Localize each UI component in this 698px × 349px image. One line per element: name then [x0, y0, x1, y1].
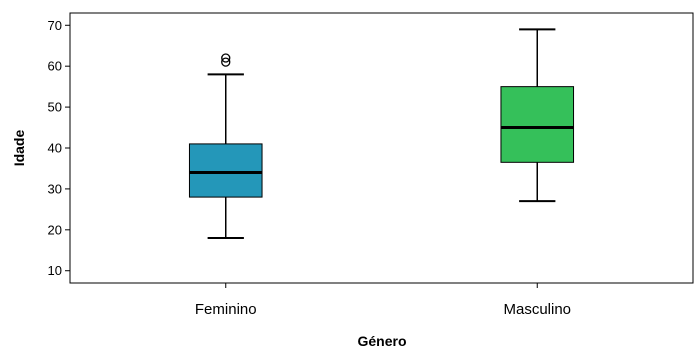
- y-axis: 10 20 30 40 50 60 70: [48, 18, 70, 278]
- box-series: [188, 28, 575, 239]
- iqr-box: [188, 143, 263, 198]
- x-axis: Feminino Masculino: [195, 283, 571, 318]
- y-tick-label: 70: [48, 18, 62, 33]
- y-tick-label: 10: [48, 263, 62, 278]
- x-axis-title: Género: [357, 333, 406, 349]
- outlier-point: [221, 53, 231, 63]
- y-tick-label: 30: [48, 181, 62, 196]
- y-tick-label: 50: [48, 100, 62, 115]
- y-tick-label: 40: [48, 141, 62, 156]
- y-tick-label: 20: [48, 222, 62, 237]
- iqr-box: [500, 86, 575, 163]
- box-feminino: [188, 53, 263, 239]
- x-tick-label: Feminino: [195, 301, 257, 318]
- y-axis-title: Idade: [11, 130, 27, 167]
- y-tick-label: 60: [48, 59, 62, 74]
- plot-frame: [69, 12, 694, 284]
- outlier-point: [221, 57, 231, 67]
- box-masculino: [500, 28, 575, 203]
- x-tick-label: Masculino: [503, 301, 571, 318]
